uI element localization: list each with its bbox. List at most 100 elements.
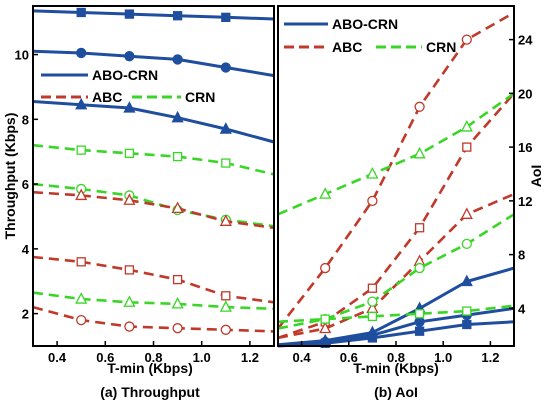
throughput-x-axis-label: T-min (Kbps) bbox=[107, 360, 193, 376]
throughput-series-7-crn-triangle-line bbox=[32, 291, 275, 311]
throughput-series-2-abo-crn-triangle-point-4 bbox=[219, 122, 232, 134]
aoi-y-tick-label-1: 8 bbox=[518, 248, 525, 263]
aoi-x-tick-label-2: 0.8 bbox=[387, 350, 405, 365]
throughput-series-2-abo-crn-triangle-point-1 bbox=[75, 97, 88, 110]
throughput-series-group bbox=[32, 7, 275, 335]
aoi-y-axis-label: AoI bbox=[528, 165, 544, 188]
throughput-series-5-abc-triangle-point-1 bbox=[75, 188, 88, 201]
throughput-series-3-crn-square-point-4 bbox=[221, 158, 231, 168]
throughput-series-1-abo-crn-circle-point-1 bbox=[76, 47, 87, 59]
aoi-series-8-crn-square-point-1 bbox=[320, 314, 330, 324]
aoi-series-8-crn-square-point-3 bbox=[414, 309, 425, 319]
throughput-series-2-abo-crn-triangle-point-2 bbox=[123, 101, 136, 113]
throughput-series-7-crn-triangle-point-1 bbox=[75, 292, 88, 304]
aoi-series-group bbox=[276, 11, 515, 348]
throughput-series-0-abo-crn-square bbox=[32, 7, 275, 22]
aoi-x-tick-label-1: 0.6 bbox=[340, 350, 358, 365]
aoi-series-6-crn-triangle-line bbox=[277, 92, 515, 216]
throughput-x-ticks: 0.4 0.6 0.8 1.0 1.2 bbox=[48, 341, 259, 365]
aoi-series-2-abo-crn-square-point-2 bbox=[367, 333, 378, 343]
aoi-series-6-crn-triangle bbox=[277, 92, 515, 216]
throughput-series-5-abc-triangle-point-2 bbox=[123, 193, 136, 205]
legend-label-abo-crn: ABO-CRN bbox=[92, 67, 158, 83]
throughput-series-5-abc-triangle-line bbox=[32, 190, 275, 230]
aoi-legend: ABO-CRN ABC CRN bbox=[284, 16, 456, 55]
aoi-caption: (b) AoI bbox=[374, 384, 418, 400]
throughput-series-3-crn-square-point-2 bbox=[124, 148, 135, 158]
aoi-series-5-abc-triangle-line bbox=[277, 192, 515, 340]
aoi-series-3-abc-circle-line bbox=[276, 11, 515, 330]
throughput-series-8-abc-circle-point-2 bbox=[124, 321, 135, 332]
throughput-series-0-abo-crn-square-point-3 bbox=[172, 11, 183, 21]
aoi-series-2-abo-crn-square-line bbox=[277, 320, 515, 348]
throughput-series-4-crn-circle-line bbox=[32, 182, 275, 228]
throughput-series-6-abc-square-point-1 bbox=[76, 257, 86, 267]
throughput-series-6-abc-square bbox=[32, 255, 275, 304]
aoi-series-3-abc-circle-point-3 bbox=[414, 101, 425, 112]
aoi-series-3-abc-circle bbox=[276, 11, 515, 330]
throughput-series-3-crn-square-line bbox=[32, 143, 275, 176]
aoi-series-4-abc-square-line bbox=[277, 92, 515, 340]
throughput-x-tick-label-1: 0.6 bbox=[96, 350, 114, 365]
aoi-y-tick-label-0: 4 bbox=[518, 301, 526, 316]
aoi-series-7-crn-circle-point-2 bbox=[367, 296, 378, 307]
throughput-y-tick-label-0: 2 bbox=[22, 307, 29, 322]
aoi-series-6-crn-triangle-point-4 bbox=[460, 120, 473, 132]
aoi-series-6-crn-triangle-point-3 bbox=[413, 146, 426, 159]
aoi-chart: 0.4 0.6 0.8 1.0 1.2 4 8 12 16 20 24 AoI T-min (Kb… bbox=[276, 5, 544, 400]
throughput-chart: 0.4 0.6 0.8 1.0 1.2 2 4 6 8 10 Throughput (Kbps)… bbox=[2, 5, 275, 400]
aoi-x-tick-label-0: 0.4 bbox=[293, 350, 312, 365]
throughput-x-tick-label-2: 0.8 bbox=[144, 350, 162, 365]
throughput-series-5-abc-triangle bbox=[32, 188, 275, 230]
throughput-series-6-abc-square-point-2 bbox=[124, 265, 135, 275]
aoi-series-4-abc-square-point-3 bbox=[414, 223, 425, 233]
aoi-series-5-abc-triangle-point-4 bbox=[460, 207, 473, 219]
aoi-plot-frame bbox=[277, 5, 515, 347]
throughput-series-3-crn-square-point-3 bbox=[172, 151, 183, 162]
aoi-series-7-crn-circle-point-3 bbox=[414, 262, 425, 274]
throughput-series-2-abo-crn-triangle-line bbox=[32, 100, 275, 144]
legend-label-abc: ABC bbox=[92, 89, 122, 105]
throughput-y-axis-label: Throughput (Kbps) bbox=[2, 113, 18, 240]
throughput-series-0-abo-crn-square-point-2 bbox=[124, 9, 135, 19]
throughput-y-tick-label-3: 8 bbox=[22, 112, 29, 127]
aoi-series-3-abc-circle-point-2 bbox=[367, 195, 378, 207]
aoi-series-5-abc-triangle-point-1 bbox=[319, 321, 332, 334]
aoi-series-7-crn-circle bbox=[277, 213, 515, 330]
aoi-series-1-abo-crn-circle-point-3 bbox=[414, 316, 425, 327]
aoi-series-2-abo-crn-square-point-4 bbox=[462, 319, 472, 330]
aoi-series-8-crn-square bbox=[277, 304, 515, 324]
throughput-series-0-abo-crn-square-line bbox=[32, 9, 275, 21]
aoi-x-tick-label-3: 1.0 bbox=[434, 350, 452, 365]
throughput-series-7-crn-triangle bbox=[32, 291, 275, 312]
throughput-series-6-abc-square-point-3 bbox=[172, 274, 183, 285]
throughput-series-8-abc-circle-line bbox=[32, 305, 275, 333]
throughput-series-7-crn-triangle-point-2 bbox=[123, 295, 136, 307]
aoi-series-3-abc-circle-point-4 bbox=[461, 34, 472, 45]
throughput-x-tick-label-0: 0.4 bbox=[48, 350, 67, 365]
throughput-series-3-crn-square-point-1 bbox=[76, 145, 86, 155]
aoi-series-3-abc-circle-point-1 bbox=[320, 262, 331, 274]
throughput-series-1-abo-crn-circle-point-4 bbox=[220, 62, 231, 73]
legend-label-abc: ABC bbox=[332, 39, 362, 55]
aoi-y-tick-label-2: 12 bbox=[518, 194, 532, 209]
throughput-series-7-crn-triangle-point-3 bbox=[171, 297, 184, 309]
throughput-series-6-abc-square-point-4 bbox=[221, 291, 231, 301]
aoi-y-tick-label-3: 16 bbox=[518, 140, 532, 155]
throughput-series-5-abc-triangle-point-3 bbox=[171, 201, 184, 214]
throughput-x-tick-label-4: 1.2 bbox=[241, 350, 259, 365]
legend-label-crn: CRN bbox=[185, 89, 215, 105]
aoi-series-4-abc-square-point-4 bbox=[462, 142, 472, 152]
throughput-y-tick-label-1: 4 bbox=[22, 242, 30, 257]
aoi-series-0-abo-crn-triangle-point-4 bbox=[460, 274, 473, 287]
throughput-series-8-abc-circle bbox=[32, 305, 275, 335]
throughput-series-7-crn-triangle-point-4 bbox=[219, 300, 232, 312]
aoi-y-ticks: 4 8 12 16 20 24 bbox=[509, 33, 533, 316]
aoi-series-4-abc-square-point-2 bbox=[367, 283, 378, 293]
aoi-x-tick-label-4: 1.2 bbox=[481, 350, 499, 365]
aoi-y-tick-label-5: 24 bbox=[518, 33, 533, 48]
throughput-series-0-abo-crn-square-point-1 bbox=[76, 7, 86, 18]
throughput-series-3-crn-square bbox=[32, 143, 275, 176]
aoi-series-6-crn-triangle-point-1 bbox=[319, 187, 332, 199]
